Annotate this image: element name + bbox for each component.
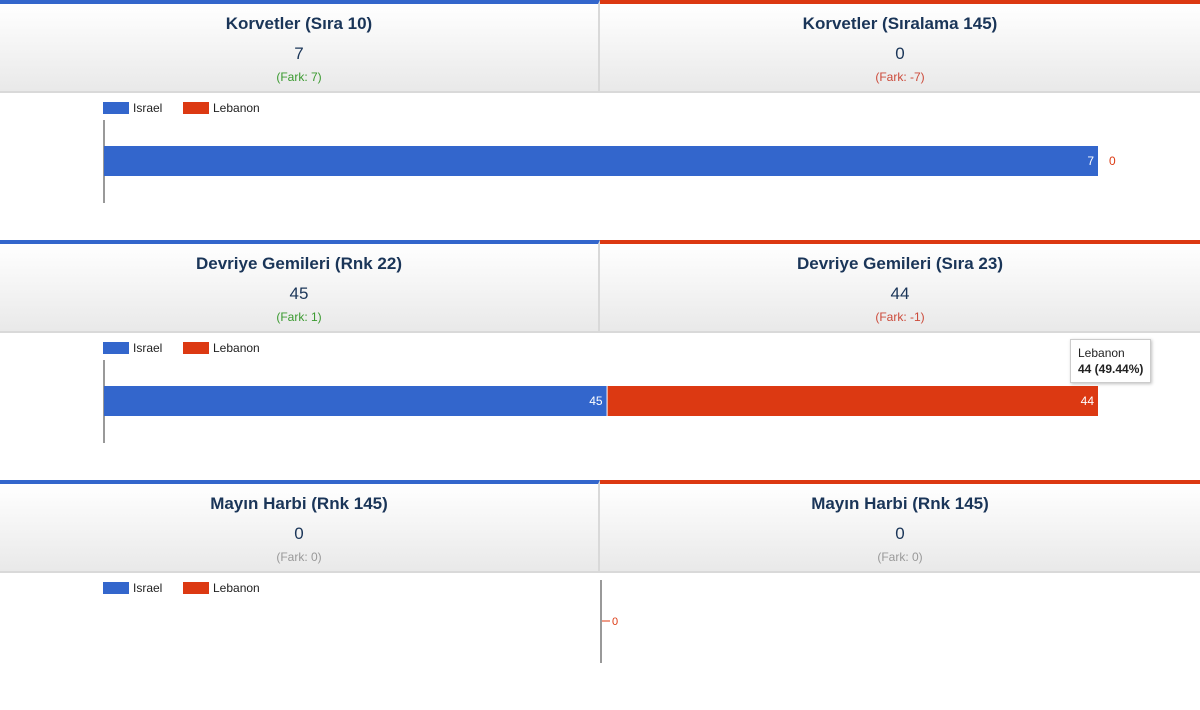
stat-diff: (Fark: 0): [877, 550, 923, 564]
data-label-israel: 7: [1087, 154, 1094, 168]
legend-label-lebanon: Lebanon: [213, 581, 260, 595]
stat-value: 0: [895, 524, 905, 543]
legend-label-israel: Israel: [133, 101, 163, 115]
data-label-israel: 45: [589, 394, 603, 408]
legend-label-lebanon: Lebanon: [213, 341, 260, 355]
stat-cards: Devriye Gemileri (Rnk 22) 45 (Fark: 1) D…: [0, 240, 1200, 333]
stat-title: Korvetler (Sıra 10): [225, 14, 373, 33]
tooltip-series-label: Lebanon: [1078, 346, 1125, 360]
legend-label-israel: Israel: [133, 581, 163, 595]
stat-card-israel: Mayın Harbi (Rnk 145) 0 (Fark: 0): [0, 480, 600, 573]
stat-cards: Mayın Harbi (Rnk 145) 0 (Fark: 0) Mayın …: [0, 480, 1200, 573]
stat-title: Devriye Gemileri (Rnk 22): [196, 254, 402, 273]
stat-card-lebanon: Devriye Gemileri (Sıra 23) 44 (Fark: -1): [600, 240, 1200, 333]
data-label-lebanon: 0: [612, 616, 618, 628]
chart-devriye: Israel Lebanon 45 44 Lebanon 44 (49.44%): [0, 333, 1200, 480]
legend-swatch-israel: [103, 582, 129, 594]
chart-tooltip: Lebanon 44 (49.44%): [1070, 339, 1152, 383]
stat-value: 45: [289, 284, 309, 303]
stat-title: Mayın Harbi (Rnk 145): [811, 494, 989, 513]
stat-diff: (Fark: -7): [875, 70, 925, 84]
chart-plot: 0: [600, 580, 618, 663]
stat-value: 7: [294, 44, 304, 63]
comparison-section-korvetler: Korvetler (Sıra 10) 7 (Fark: 7) Korvetle…: [0, 0, 1200, 240]
legend-swatch-lebanon: [183, 582, 209, 594]
stat-diff: (Fark: 1): [276, 310, 322, 324]
stat-card-lebanon: Mayın Harbi (Rnk 145) 0 (Fark: 0): [600, 480, 1200, 573]
stat-diff: (Fark: -1): [875, 310, 925, 324]
stat-cards: Korvetler (Sıra 10) 7 (Fark: 7) Korvetle…: [0, 0, 1200, 93]
stat-card-israel: Korvetler (Sıra 10) 7 (Fark: 7): [0, 0, 600, 93]
chart-plot: 45 44: [103, 360, 1098, 443]
legend-label-lebanon: Lebanon: [213, 101, 260, 115]
stat-card-israel: Devriye Gemileri (Rnk 22) 45 (Fark: 1): [0, 240, 600, 333]
stat-value: 44: [890, 284, 910, 303]
stat-title: Devriye Gemileri (Sıra 23): [796, 254, 1003, 273]
legend-swatch-israel: [103, 102, 129, 114]
bar-lebanon: [607, 386, 1098, 416]
data-label-lebanon: 0: [1109, 154, 1116, 168]
legend-label-israel: Israel: [133, 341, 163, 355]
legend-swatch-lebanon: [183, 342, 209, 354]
stat-value: 0: [895, 44, 905, 63]
comparison-section-devriye: Devriye Gemileri (Rnk 22) 45 (Fark: 1) D…: [0, 240, 1200, 480]
chart-mayin: Israel Lebanon 0: [0, 573, 1200, 710]
bar-israel: [104, 386, 607, 416]
stat-diff: (Fark: 0): [276, 550, 322, 564]
legend-swatch-lebanon: [183, 102, 209, 114]
data-label-lebanon: 44: [1081, 394, 1095, 408]
comparison-section-mayin: Mayın Harbi (Rnk 145) 0 (Fark: 0) Mayın …: [0, 480, 1200, 710]
bar-israel: [104, 146, 1098, 176]
stat-value: 0: [294, 524, 304, 543]
legend-swatch-israel: [103, 342, 129, 354]
tooltip-value: 44 (49.44%): [1078, 362, 1144, 376]
stat-title: Mayın Harbi (Rnk 145): [210, 494, 388, 513]
stat-title: Korvetler (Sıralama 145): [802, 14, 998, 33]
stat-card-lebanon: Korvetler (Sıralama 145) 0 (Fark: -7): [600, 0, 1200, 93]
stat-diff: (Fark: 7): [276, 70, 322, 84]
